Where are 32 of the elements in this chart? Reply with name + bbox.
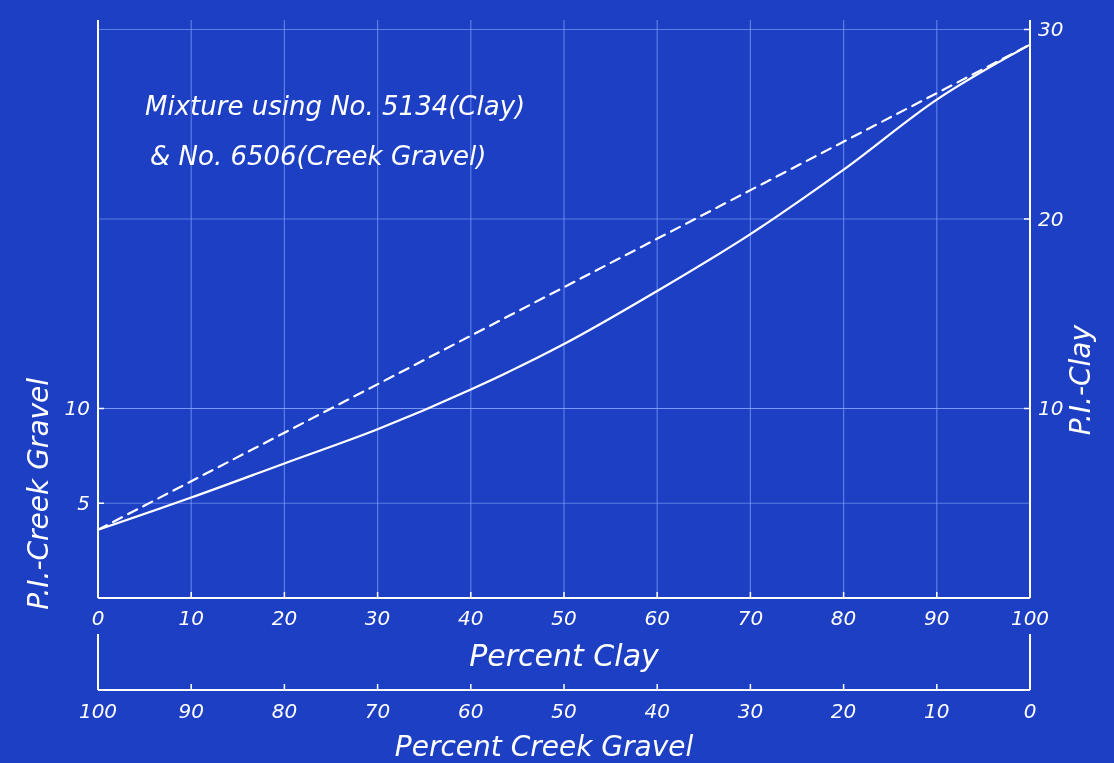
x-tick-label: 20 [271, 606, 298, 630]
x2-tick-label: 70 [364, 699, 391, 723]
x2-tick-label: 90 [178, 699, 204, 723]
y2-tick-label: 20 [1038, 206, 1064, 231]
x-axis-title: Percent Clay [469, 638, 661, 673]
x2-axis-title: Percent Creek Gravel [394, 730, 694, 763]
x-tick-label: 60 [644, 606, 670, 630]
y-tick-label: 5 [77, 491, 90, 516]
x-tick-label: 50 [551, 606, 577, 630]
x2-tick-label: 40 [644, 699, 670, 723]
x-tick-label: 10 [178, 606, 204, 630]
y2-tick-label: 10 [1038, 396, 1064, 421]
x2-tick-label: 80 [271, 699, 298, 723]
x-tick-label: 100 [1010, 606, 1050, 630]
x2-tick-label: 50 [551, 699, 577, 723]
y2-axis-title: P.I.-Clay [1064, 324, 1097, 436]
x-tick-label: 40 [458, 606, 484, 630]
x2-tick-label: 60 [458, 699, 484, 723]
x2-tick-label: 100 [78, 699, 118, 723]
x-tick-label: 90 [924, 606, 950, 630]
text: & No. 6506(Creek Gravel) [150, 141, 487, 171]
y-axis-title: P.I.-Creek Gravel [22, 377, 55, 610]
text: Mixture using No. 5134(Clay) [145, 91, 526, 121]
x-tick-label: 30 [364, 606, 391, 630]
x2-tick-label: 0 [1023, 699, 1037, 723]
x2-tick-label: 30 [737, 699, 764, 723]
x2-tick-label: 20 [830, 699, 857, 723]
y2-tick-label: 30 [1038, 17, 1064, 42]
x2-tick-label: 10 [924, 699, 950, 723]
x-tick-label: 70 [737, 606, 764, 630]
x-tick-label: 0 [91, 606, 105, 630]
x-tick-label: 80 [830, 606, 857, 630]
